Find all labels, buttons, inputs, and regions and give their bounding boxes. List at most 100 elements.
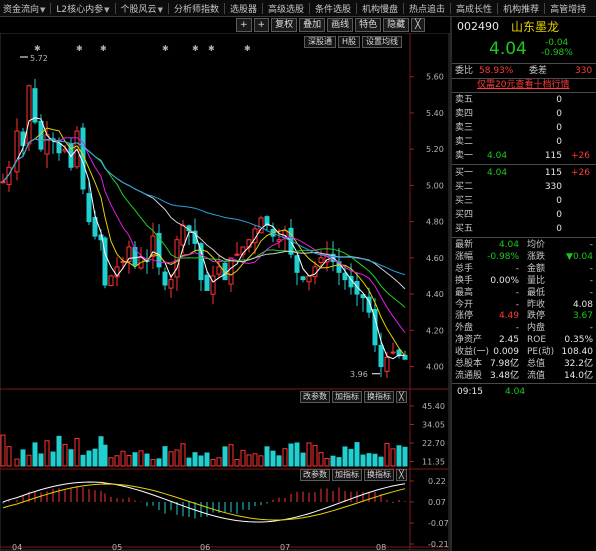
volume-bar — [74, 437, 80, 467]
order-label: 卖三 — [455, 123, 474, 133]
stats-l1: 外盘 — [455, 323, 474, 334]
nav-item-6[interactable]: 条件选股 — [312, 2, 354, 15]
volume-bar — [62, 443, 68, 467]
vol-add-indicator-button[interactable]: 加指标 — [332, 391, 362, 403]
nav-item-label: 高级选股 — [267, 4, 304, 15]
macd-close-icon[interactable]: ╳ — [396, 469, 407, 481]
nav-item-10[interactable]: 机构推荐 — [500, 2, 542, 15]
volume-bar — [252, 453, 258, 467]
ma-settings-button[interactable]: 设置均线 — [362, 36, 403, 48]
nav-item-label: 机构慢盘 — [362, 4, 399, 15]
nav-item-9[interactable]: 高成长性 — [453, 2, 495, 15]
stats-row: 最高 - 最低 - — [455, 288, 595, 299]
volume-bar — [56, 435, 62, 467]
chart-toolbar: + + 复权 叠加 画线 特色 隐藏 ╳ — [236, 18, 425, 32]
volume-bar — [186, 457, 192, 467]
kline-chart[interactable]: 5.60 5.40 5.20 5.00 4.80 4.60 4.40 4.20 4.00 45.4… — [0, 33, 450, 551]
draw-line-button[interactable]: 画线 — [327, 18, 354, 32]
add-chart-button[interactable]: + — [236, 18, 252, 32]
macd-swap-indicator-button[interactable]: 换指标 — [364, 469, 394, 481]
month-label: 07 — [280, 543, 290, 551]
event-marker: ✱ — [244, 44, 251, 53]
nav-item-label: 热点追击 — [409, 4, 446, 15]
order-row: 买一 4.04 115 +26 — [455, 168, 595, 179]
stats-l2: 流值 — [527, 370, 546, 381]
stats-l2: PE(动) — [527, 347, 555, 358]
stats-l1: 涨停 — [455, 311, 474, 322]
month-label: 04 — [12, 543, 22, 551]
close-icon[interactable]: ╳ — [411, 18, 425, 32]
order-label: 买四 — [455, 210, 474, 220]
hide-button[interactable]: 隐藏 — [383, 18, 410, 32]
stats-v2: 108.40 — [561, 347, 594, 358]
order-label: 卖一 — [455, 151, 474, 161]
volume-bar — [228, 444, 234, 467]
volume-bar — [80, 454, 86, 467]
nav-item-7[interactable]: 机构慢盘 — [359, 2, 401, 15]
nav-item-4[interactable]: 选股器 — [227, 2, 260, 15]
volume-bar — [288, 443, 294, 467]
nav-item-5[interactable]: 高级选股 — [265, 2, 307, 15]
candle-body — [150, 235, 156, 257]
candle-body — [234, 253, 240, 256]
level2-ad-link[interactable]: 仅需20元查看十档行情 — [477, 80, 570, 90]
nav-item-8[interactable]: 热点追击 — [406, 2, 448, 15]
low-price-label: 3.96 — [350, 370, 368, 379]
stats-row: 流通股 3.48亿 流值 14.0亿 — [455, 371, 595, 382]
nav-item-2[interactable]: 个股风云▼ — [118, 2, 166, 15]
month-label: 08 — [376, 543, 386, 551]
weibi-value: 58.93% — [479, 66, 514, 76]
volume-bar — [6, 446, 12, 467]
vol-swap-indicator-button[interactable]: 换指标 — [364, 391, 394, 403]
chevron-down-icon: ▼ — [40, 5, 46, 14]
candle-body — [92, 216, 98, 237]
stats-v1: - — [515, 323, 519, 334]
volume-bar — [240, 449, 246, 467]
volume-bar — [150, 459, 156, 467]
event-marker: ✱ — [76, 44, 83, 53]
h-share-button[interactable]: H股 — [338, 36, 361, 48]
stats-v1: 3.48亿 — [489, 370, 519, 381]
tick-row: 09:15 4.04 — [455, 387, 595, 398]
order-label: 买五 — [455, 224, 474, 234]
volume-bar — [384, 442, 390, 467]
macd-tick-label: -0.21 — [428, 540, 449, 549]
overlay-button[interactable]: 叠加 — [299, 18, 326, 32]
stats-row: 外盘 - 内盘 - — [455, 323, 595, 334]
price-tick-label: 5.40 — [426, 109, 444, 118]
stats-v1: 4.04 — [498, 240, 519, 250]
volume-bar — [324, 457, 330, 467]
volume-bar — [270, 450, 276, 467]
stats-l2: 跌停 — [527, 311, 546, 322]
order-row: 买三 0 — [455, 196, 595, 207]
order-row: 买二 330 — [455, 182, 595, 193]
deep-connect-button[interactable]: 深股通 — [304, 36, 336, 48]
vol-modify-params-button[interactable]: 改参数 — [300, 391, 330, 403]
feature-button[interactable]: 特色 — [355, 18, 382, 32]
nav-item-3[interactable]: 分析师指数 — [171, 2, 222, 15]
candle-body — [6, 166, 12, 186]
volume-bar — [276, 455, 282, 467]
stats-l1: 总手 — [455, 263, 474, 274]
macd-add-indicator-button[interactable]: 加指标 — [332, 469, 362, 481]
price-change-pct: -0.98% — [541, 48, 573, 58]
add-indicator-button[interactable]: + — [253, 18, 270, 32]
candle-body — [306, 275, 312, 283]
stats-v2: 32.2亿 — [563, 359, 593, 369]
volume-bar — [378, 456, 384, 467]
candle-body — [0, 181, 6, 184]
stats-row: 涨幅 -0.98% 涨跌 ▼0.04 — [455, 252, 595, 263]
event-marker: ✱ — [162, 44, 169, 53]
stats-v2: - — [589, 287, 593, 298]
volume-bar — [402, 446, 408, 467]
macd-modify-params-button[interactable]: 改参数 — [300, 469, 330, 481]
stats-row: 总股本 7.98亿 总值 32.2亿 — [455, 359, 595, 370]
vol-close-icon[interactable]: ╳ — [396, 391, 407, 403]
nav-item-11[interactable]: 高管增持 — [547, 2, 589, 15]
order-row: 卖五 0 — [455, 95, 595, 106]
candle-body — [216, 266, 222, 275]
nav-item-1[interactable]: L2核心内参▼ — [53, 2, 112, 15]
nav-item-0[interactable]: 资金流向▼ — [0, 2, 48, 15]
fuquan-button[interactable]: 复权 — [271, 18, 298, 32]
level2-ad-row: 仅需20元查看十档行情 — [455, 80, 595, 91]
